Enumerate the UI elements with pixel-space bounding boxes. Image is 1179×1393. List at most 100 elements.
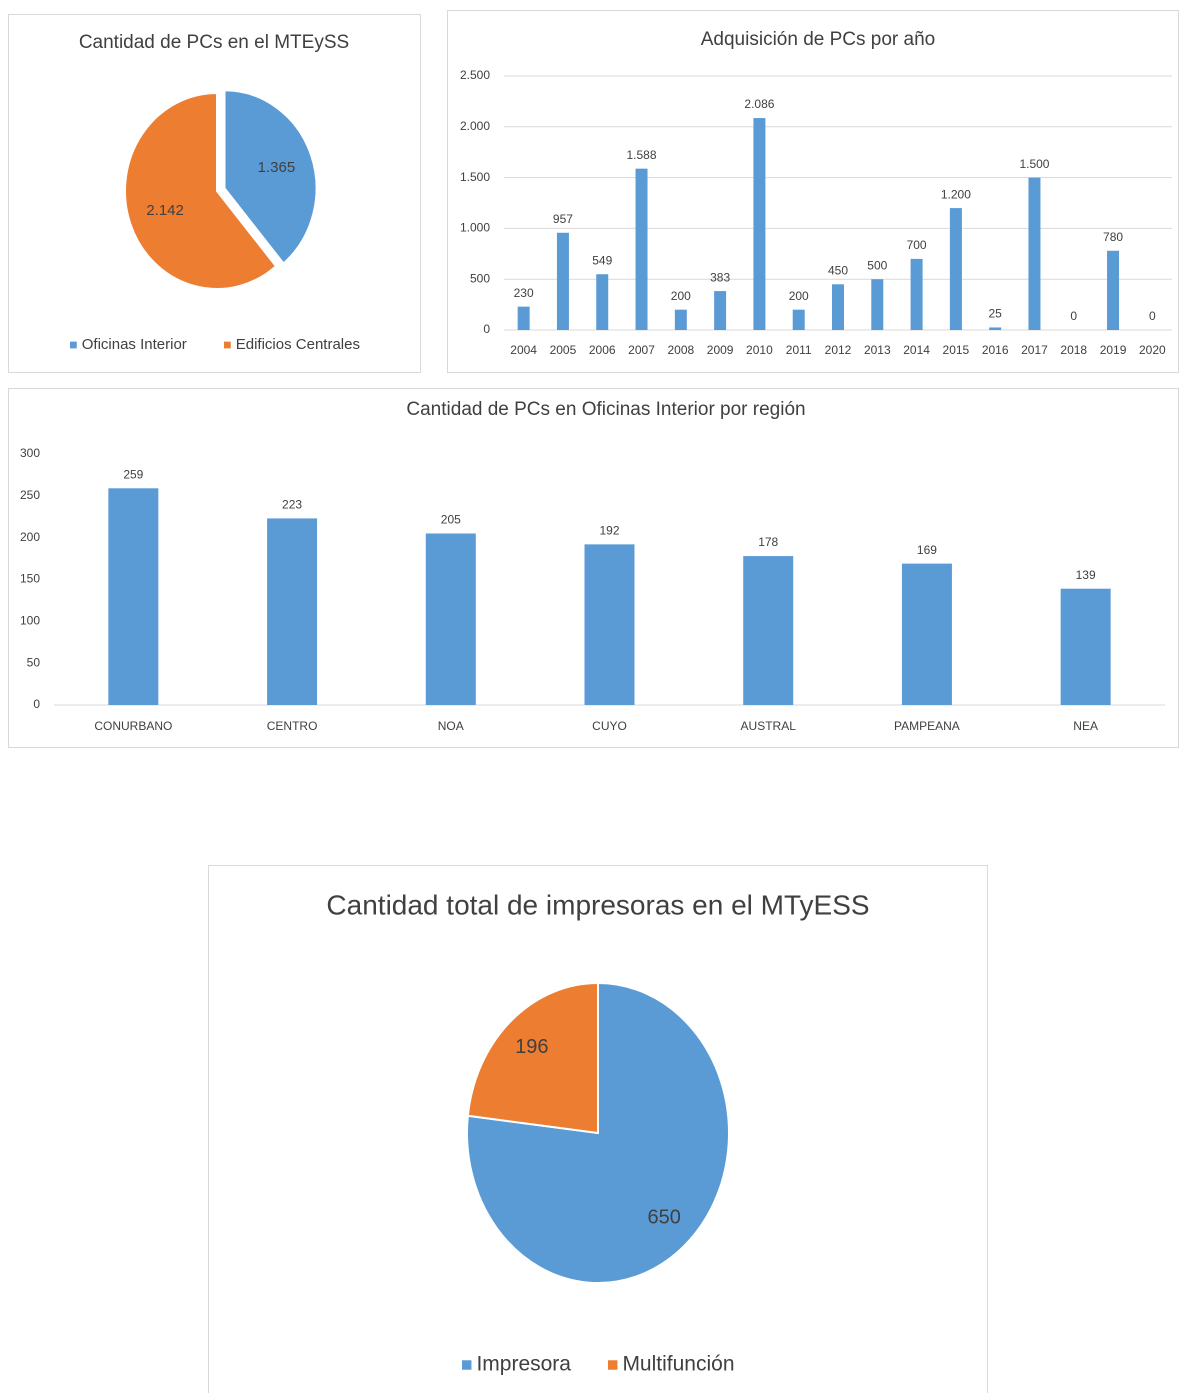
x-tick-label: 2018: [1060, 343, 1087, 357]
x-tick-label: CENTRO: [267, 719, 318, 733]
chart-frame: [447, 10, 1179, 373]
legend-label: Edificios Centrales: [236, 336, 360, 353]
x-tick-label: 2008: [667, 343, 694, 357]
pie-slice: [466, 981, 599, 1135]
data-label: 230: [514, 286, 534, 300]
data-label: 223: [282, 498, 302, 512]
y-tick-label: 150: [20, 572, 40, 586]
legend-swatch: [224, 341, 231, 349]
data-label: 1.365: [258, 159, 296, 176]
legend-label: Impresora: [476, 1353, 571, 1376]
bar: [871, 279, 884, 330]
y-tick-label: 100: [20, 614, 40, 628]
data-label: 192: [599, 524, 619, 538]
chart-title: Cantidad de PCs en el MTEySS: [79, 32, 349, 53]
pie-slice: [223, 89, 318, 265]
data-label: 1.588: [627, 148, 657, 162]
data-label: 450: [828, 263, 848, 277]
x-tick-label: 2012: [825, 343, 852, 357]
bar: [753, 118, 766, 330]
data-label: 383: [710, 270, 730, 284]
legend-swatch: [70, 341, 77, 349]
bar: [714, 291, 727, 330]
y-tick-label: 500: [470, 271, 490, 285]
x-tick-label: CONURBANO: [94, 719, 172, 733]
x-tick-label: PAMPEANA: [894, 719, 960, 733]
x-tick-label: 2010: [746, 343, 773, 357]
bar: [832, 284, 844, 330]
y-tick-label: 2.500: [460, 68, 490, 82]
y-tick-label: 0: [483, 322, 490, 336]
bar: [910, 258, 923, 330]
bar: [792, 309, 805, 330]
x-tick-label: 2011: [786, 343, 812, 357]
x-tick-label: 2020: [1139, 343, 1166, 357]
bar: [584, 544, 635, 705]
data-label: 780: [1103, 230, 1123, 244]
data-label: 200: [671, 289, 691, 303]
data-label: 650: [648, 1206, 681, 1228]
data-label: 957: [553, 212, 573, 226]
data-label: 139: [1076, 568, 1096, 582]
data-label: 1.200: [941, 187, 971, 201]
data-label: 549: [592, 253, 612, 267]
y-tick-label: 1.500: [460, 170, 490, 184]
y-tick-label: 1.000: [460, 221, 490, 235]
legend-swatch: [608, 1360, 618, 1370]
data-label: 169: [917, 543, 937, 557]
bar: [743, 556, 794, 705]
bar: [517, 306, 530, 330]
y-tick-label: 250: [20, 488, 40, 502]
x-tick-label: 2004: [510, 343, 537, 357]
legend-label: Multifunción: [622, 1353, 734, 1376]
bar: [596, 274, 609, 330]
bar: [635, 168, 648, 330]
bar: [1107, 250, 1120, 330]
data-label: 2.086: [744, 97, 774, 111]
bar: [1060, 588, 1111, 705]
data-label: 178: [758, 535, 778, 549]
bar: [1028, 177, 1041, 330]
x-tick-label: 2005: [550, 343, 577, 357]
y-tick-label: 50: [27, 655, 41, 669]
bar: [425, 533, 476, 705]
data-label: 0: [1070, 309, 1077, 323]
legend-label: Oficinas Interior: [82, 336, 187, 353]
x-tick-label: NEA: [1073, 719, 1098, 733]
x-tick-label: 2015: [943, 343, 970, 357]
data-label: 259: [123, 467, 143, 481]
legend-swatch: [462, 1360, 472, 1370]
bar: [674, 309, 687, 330]
data-label: 2.142: [146, 202, 184, 219]
data-label: 205: [441, 513, 461, 527]
x-tick-label: 2007: [628, 343, 655, 357]
x-tick-label: 2017: [1021, 343, 1048, 357]
bar: [901, 563, 952, 705]
y-tick-label: 300: [20, 446, 40, 460]
x-tick-label: AUSTRAL: [741, 719, 797, 733]
x-tick-label: CUYO: [592, 719, 627, 733]
chart-title: Adquisición de PCs por año: [701, 29, 935, 50]
y-tick-label: 200: [20, 530, 40, 544]
chart-title: Cantidad total de impresoras en el MTyES…: [326, 889, 869, 920]
x-tick-label: 2019: [1100, 343, 1127, 357]
pie-slice: [124, 91, 278, 290]
x-tick-label: 2014: [903, 343, 930, 357]
chart-title: Cantidad de PCs en Oficinas Interior por…: [406, 399, 805, 420]
bar: [556, 232, 569, 330]
x-tick-label: 2013: [864, 343, 891, 357]
data-label: 1.500: [1019, 157, 1049, 171]
bar: [989, 327, 1002, 330]
data-label: 0: [1149, 309, 1156, 323]
x-tick-label: 2009: [707, 343, 734, 357]
data-label: 196: [515, 1036, 548, 1058]
bar: [108, 488, 159, 705]
y-tick-label: 0: [33, 697, 40, 711]
x-tick-label: 2016: [982, 343, 1009, 357]
data-label: 500: [867, 258, 887, 272]
x-tick-label: 2006: [589, 343, 616, 357]
x-tick-label: NOA: [438, 719, 464, 733]
bar: [267, 518, 318, 705]
bar: [949, 208, 962, 330]
